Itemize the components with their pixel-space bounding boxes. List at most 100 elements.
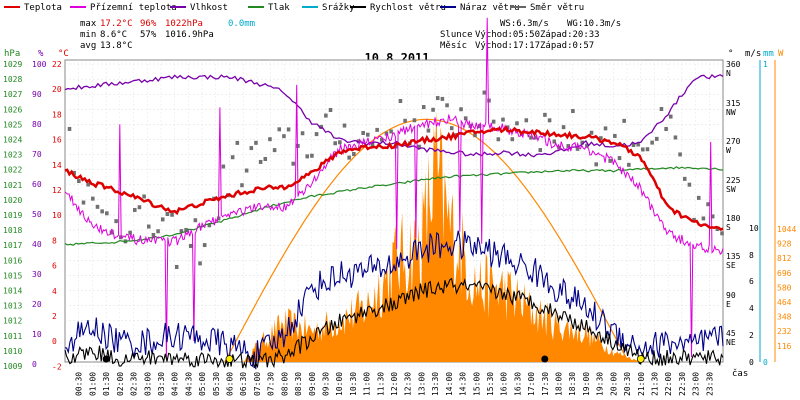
hpa-tick-label: 1026 (3, 105, 22, 114)
moon-marker (541, 355, 549, 363)
stats-header: max 17.2°C 96% 1022hPa 0.0mm min 8.6°C 5… (80, 19, 621, 51)
c-tick-label: 10 (52, 211, 62, 220)
c-tick-label: 16 (52, 136, 62, 145)
c-tick-label: 20 (52, 85, 62, 94)
left-axes: 1029102810271026102510241023102210211020… (3, 60, 62, 371)
pct-tick-label: 20 (32, 300, 42, 309)
time-tick-label: 06:00 (226, 372, 235, 396)
pct-tick-label: 80 (32, 120, 42, 129)
ms-tick-label: 0 (749, 358, 754, 367)
legend-label-0: Teplota (24, 3, 62, 13)
hpa-tick-label: 1028 (3, 75, 22, 84)
time-tick-label: 21:30 (650, 372, 659, 396)
plot-area (64, 17, 724, 370)
series-solar-area (243, 111, 641, 362)
series-ground-line (64, 17, 724, 359)
hpa-tick-label: 1013 (3, 302, 22, 311)
time-tick-label: 12:30 (404, 372, 413, 396)
stat-min-hum: 57% (140, 30, 157, 40)
w-unit-label: W (778, 49, 784, 59)
dir-deg-tick-label: 270 (726, 137, 741, 146)
time-tick-label: 17:00 (527, 372, 536, 396)
series-wind-line (64, 277, 724, 369)
sun-marker (225, 355, 234, 363)
stat-sunset: Západ:20:33 (540, 30, 600, 40)
hpa-tick-label: 1024 (3, 136, 22, 145)
time-tick-label: 19:30 (596, 372, 605, 396)
time-tick-label: 17:30 (541, 372, 550, 396)
ms-tick-label: 2 (749, 331, 754, 340)
time-tick-label: 11:00 (363, 372, 372, 396)
c-tick-label: -2 (52, 362, 62, 371)
stat-sun-label: Slunce (440, 30, 473, 40)
w-tick-label: 1044 (777, 225, 796, 234)
mm-tick-label: 1 (763, 60, 768, 69)
time-tick-label: 14:30 (459, 372, 468, 396)
dir-compass-tick-label: SE (726, 261, 736, 270)
time-tick-label: 16:00 (500, 372, 509, 396)
pct-tick-label: 40 (32, 240, 42, 249)
legend: Teplota Přízemní teplota Vlhkost Tlak Srážky… (4, 3, 584, 13)
hpa-tick-label: 1014 (3, 287, 22, 296)
mm-unit-label: mm (763, 49, 774, 59)
time-tick-label: 04:30 (184, 372, 193, 396)
axis-unit-labels: hPa % °C ° m/s mm W čas (4, 49, 784, 379)
time-tick-label: 11:30 (376, 372, 385, 396)
time-tick-label: 07:30 (267, 372, 276, 396)
stat-moon-label: Měsíc (440, 41, 467, 51)
w-tick-label: 812 (777, 254, 792, 263)
series-gust-line (64, 230, 724, 370)
c-unit-label: °C (58, 49, 69, 59)
time-tick-label: 21:00 (637, 372, 646, 396)
hpa-tick-label: 1010 (3, 347, 22, 356)
hpa-tick-label: 1023 (3, 151, 22, 160)
time-tick-label: 02:00 (116, 372, 125, 396)
stat-min-temp: 8.6°C (100, 30, 127, 40)
series-humidity-line (64, 73, 724, 158)
stat-max-temp: 17.2°C (100, 19, 133, 29)
stat-moonrise: Východ:17:17 (475, 41, 540, 51)
time-tick-label: 19:00 (582, 372, 591, 396)
time-tick-label: 03:00 (143, 372, 152, 396)
w-tick-label: 580 (777, 283, 792, 292)
ms-unit-label: m/s (745, 49, 761, 59)
time-tick-label: 20:30 (623, 372, 632, 396)
time-tick-label: 16:30 (513, 372, 522, 396)
pct-tick-label: 90 (32, 90, 42, 99)
time-tick-label: 13:30 (431, 372, 440, 396)
dir-deg-tick-label: 45 (726, 329, 736, 338)
legend-label-2: Vlhkost (190, 3, 228, 13)
time-axis: 00:30 01:00 01:30 02:00 02:30 03:00 03:30 04:00… (75, 372, 715, 396)
stat-rain: 0.0mm (228, 19, 255, 29)
hpa-tick-label: 1012 (3, 317, 22, 326)
legend-label-7: Směr větru (530, 3, 584, 13)
c-tick-label: 6 (52, 262, 57, 271)
series-solar-theoretical (224, 118, 629, 363)
stat-sunrise: Východ:05:50 (475, 30, 540, 40)
legend-label-1: Přízemní teplota (90, 3, 177, 13)
c-tick-label: 12 (52, 186, 62, 195)
series-temp-line (64, 125, 724, 231)
dir-deg-tick-label: 135 (726, 252, 741, 261)
stat-min-press: 1016.9hPa (165, 30, 214, 40)
hpa-tick-label: 1019 (3, 211, 22, 220)
time-tick-label: 08:00 (280, 372, 289, 396)
time-tick-label: 02:30 (130, 372, 139, 396)
time-tick-label: 15:30 (486, 372, 495, 396)
time-tick-label: 07:00 (253, 372, 262, 396)
time-tick-label: 06:30 (239, 372, 248, 396)
w-tick-label: 464 (777, 298, 792, 307)
time-tick-label: 12:00 (390, 372, 399, 396)
hpa-tick-label: 1025 (3, 120, 22, 129)
time-tick-label: 23:00 (692, 372, 701, 396)
time-tick-label: 14:00 (445, 372, 454, 396)
hpa-tick-label: 1022 (3, 166, 22, 175)
stat-ws: WS:6.3m/s (500, 19, 549, 29)
dir-compass-tick-label: NE (726, 338, 736, 347)
sun-marker (636, 355, 645, 363)
hpa-tick-label: 1011 (3, 332, 22, 341)
w-tick-label: 928 (777, 240, 792, 249)
dir-deg-tick-label: 90 (726, 291, 736, 300)
time-unit-label: čas (732, 368, 748, 379)
